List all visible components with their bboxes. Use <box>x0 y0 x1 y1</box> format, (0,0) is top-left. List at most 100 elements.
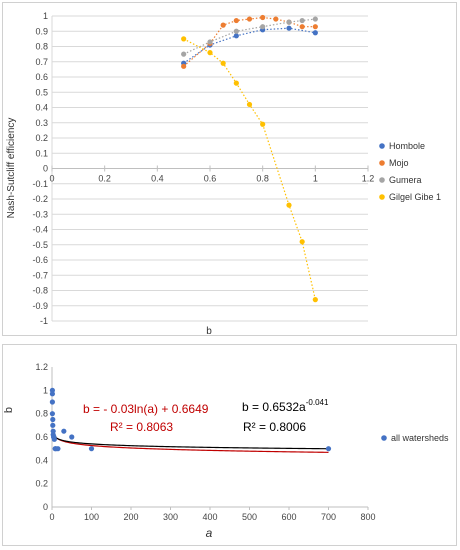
y-tick-label: 1.2 <box>35 362 48 372</box>
y-tick-label: 0.1 <box>35 148 48 158</box>
point-all-watersheds <box>49 399 55 405</box>
x-tick-label: 100 <box>84 512 99 522</box>
point-all-watersheds <box>49 391 55 397</box>
y-tick-label: -0.5 <box>32 240 48 250</box>
point-all-watersheds <box>55 446 61 452</box>
point-mojo <box>181 63 187 69</box>
point-gilgel-gibe-1 <box>233 80 239 86</box>
x-tick-label: 0.4 <box>151 174 164 184</box>
point-gilgel-gibe-1 <box>207 50 213 56</box>
legend-marker <box>379 194 385 200</box>
point-all-watersheds <box>88 446 95 452</box>
y-tick-label: 1 <box>43 385 48 395</box>
x-tick-label: 0.8 <box>256 174 269 184</box>
x-tick-labels: 0 100 200 300 400 500 600 700 800 <box>49 512 375 522</box>
point-mojo <box>246 16 253 22</box>
y-tick-labels: 0 0.2 0.4 0.6 0.8 1 1.2 <box>35 362 48 512</box>
point-gilgel-gibe-1 <box>246 101 253 108</box>
log-trendline-r2: R² = 0.8063 <box>110 420 173 434</box>
point-gilgel-gibe-1 <box>181 36 187 42</box>
y-tick-label: 0.5 <box>35 87 48 97</box>
y-tick-label: 0.7 <box>35 57 48 67</box>
point-all-watersheds <box>50 422 56 428</box>
point-hombole <box>312 30 318 36</box>
legend-marker <box>379 143 385 149</box>
axes <box>51 367 369 510</box>
y-tick-label: 0.3 <box>35 118 48 128</box>
y-tick-label: -0.1 <box>32 179 48 189</box>
y-tick-label: 0 <box>43 502 48 512</box>
point-gilgel-gibe-1 <box>220 60 226 66</box>
y-tick-label: 0.4 <box>35 103 48 113</box>
point-gumera <box>260 24 266 30</box>
grid <box>51 15 369 322</box>
x-tick-labels: 0 0.2 0.4 0.6 0.8 1 1.2 <box>49 174 374 184</box>
y-tick-label: -0.2 <box>32 194 48 204</box>
y-tick-label: 0.6 <box>35 72 48 82</box>
x-tick-label: 300 <box>163 512 178 522</box>
point-gumera <box>207 39 213 45</box>
x-tick-label: 1.2 <box>362 174 375 184</box>
y-axis-label: b <box>3 407 15 413</box>
legend: all watersheds <box>381 433 449 443</box>
y-tick-label: 1 <box>43 11 48 21</box>
x-tick-label: 0 <box>49 174 54 184</box>
y-tick-label: 0.8 <box>35 42 48 52</box>
x-tick-label: 400 <box>202 512 217 522</box>
point-gumera <box>312 16 318 22</box>
x-axis-label: b <box>206 326 212 335</box>
point-gilgel-gibe-1 <box>299 239 305 245</box>
y-tick-label: 0.8 <box>35 409 48 419</box>
series-group <box>49 387 332 452</box>
legend-label: Gilgel Gibe 1 <box>389 192 441 202</box>
trendline-hombole <box>183 27 316 64</box>
point-all-watersheds <box>61 428 67 434</box>
point-mojo <box>312 24 318 30</box>
y-tick-label: -0.7 <box>32 270 48 280</box>
legend-marker <box>381 435 387 441</box>
trendlines <box>51 429 329 453</box>
x-tick-label: 700 <box>321 512 336 522</box>
power-trendline-equation-base: b = 0.6532a <box>242 400 306 414</box>
point-all-watersheds <box>51 436 57 442</box>
point-mojo <box>220 22 226 28</box>
point-mojo <box>273 16 279 22</box>
point-gilgel-gibe-1 <box>286 202 292 208</box>
y-tick-label: -1 <box>40 316 48 326</box>
y-tick-label: -0.9 <box>32 301 48 311</box>
legend: Hombole Mojo Gumera Gilgel Gibe 1 <box>379 141 441 202</box>
x-tick-label: 500 <box>242 512 257 522</box>
x-tick-label: 1 <box>313 174 318 184</box>
point-gumera <box>299 17 305 24</box>
legend-marker <box>379 177 385 183</box>
x-tick-label: 600 <box>281 512 296 522</box>
point-all-watersheds <box>69 434 75 440</box>
point-all-watersheds <box>50 416 56 423</box>
y-tick-label: -0.6 <box>32 255 48 265</box>
point-hombole <box>286 25 292 31</box>
point-mojo <box>233 17 239 24</box>
legend-label: Hombole <box>389 141 425 151</box>
nse-vs-b-chart: 10.90.80.70.60.50.40.30.20.10-0.1-0.2-0.… <box>6 11 441 335</box>
series-group <box>181 14 318 303</box>
power-trendline-r2: R² = 0.8006 <box>243 420 306 434</box>
point-gumera <box>181 51 187 57</box>
legend-marker <box>379 160 385 166</box>
x-axis-label: a <box>206 526 213 540</box>
trendline-mojo <box>183 16 316 67</box>
y-axis-label: Nash-Sutcliff efficiency <box>6 118 17 219</box>
b-vs-a-chart-panel: 0 0.2 0.4 0.6 0.8 1 1.2 0 100 200 300 400 500 600 700… <box>2 344 457 546</box>
y-tick-label: 0.9 <box>35 26 48 36</box>
log-trendline-equation: b = - 0.03ln(a) + 0.6649 <box>83 402 209 416</box>
point-gumera <box>233 28 239 34</box>
power-trendline-equation: b = 0.6532a-0.041 <box>242 398 329 414</box>
y-tick-label: 0.2 <box>35 133 48 143</box>
point-gilgel-gibe-1 <box>260 121 266 127</box>
point-all-watersheds <box>49 411 55 417</box>
point-gumera <box>286 19 292 25</box>
point-mojo <box>299 24 305 30</box>
y-tick-label: 0.4 <box>35 455 48 465</box>
b-vs-a-chart: 0 0.2 0.4 0.6 0.8 1 1.2 0 100 200 300 400 500 600 700… <box>3 362 449 540</box>
y-tick-label: 0 <box>43 164 48 174</box>
y-tick-label: 0.6 <box>35 432 48 442</box>
